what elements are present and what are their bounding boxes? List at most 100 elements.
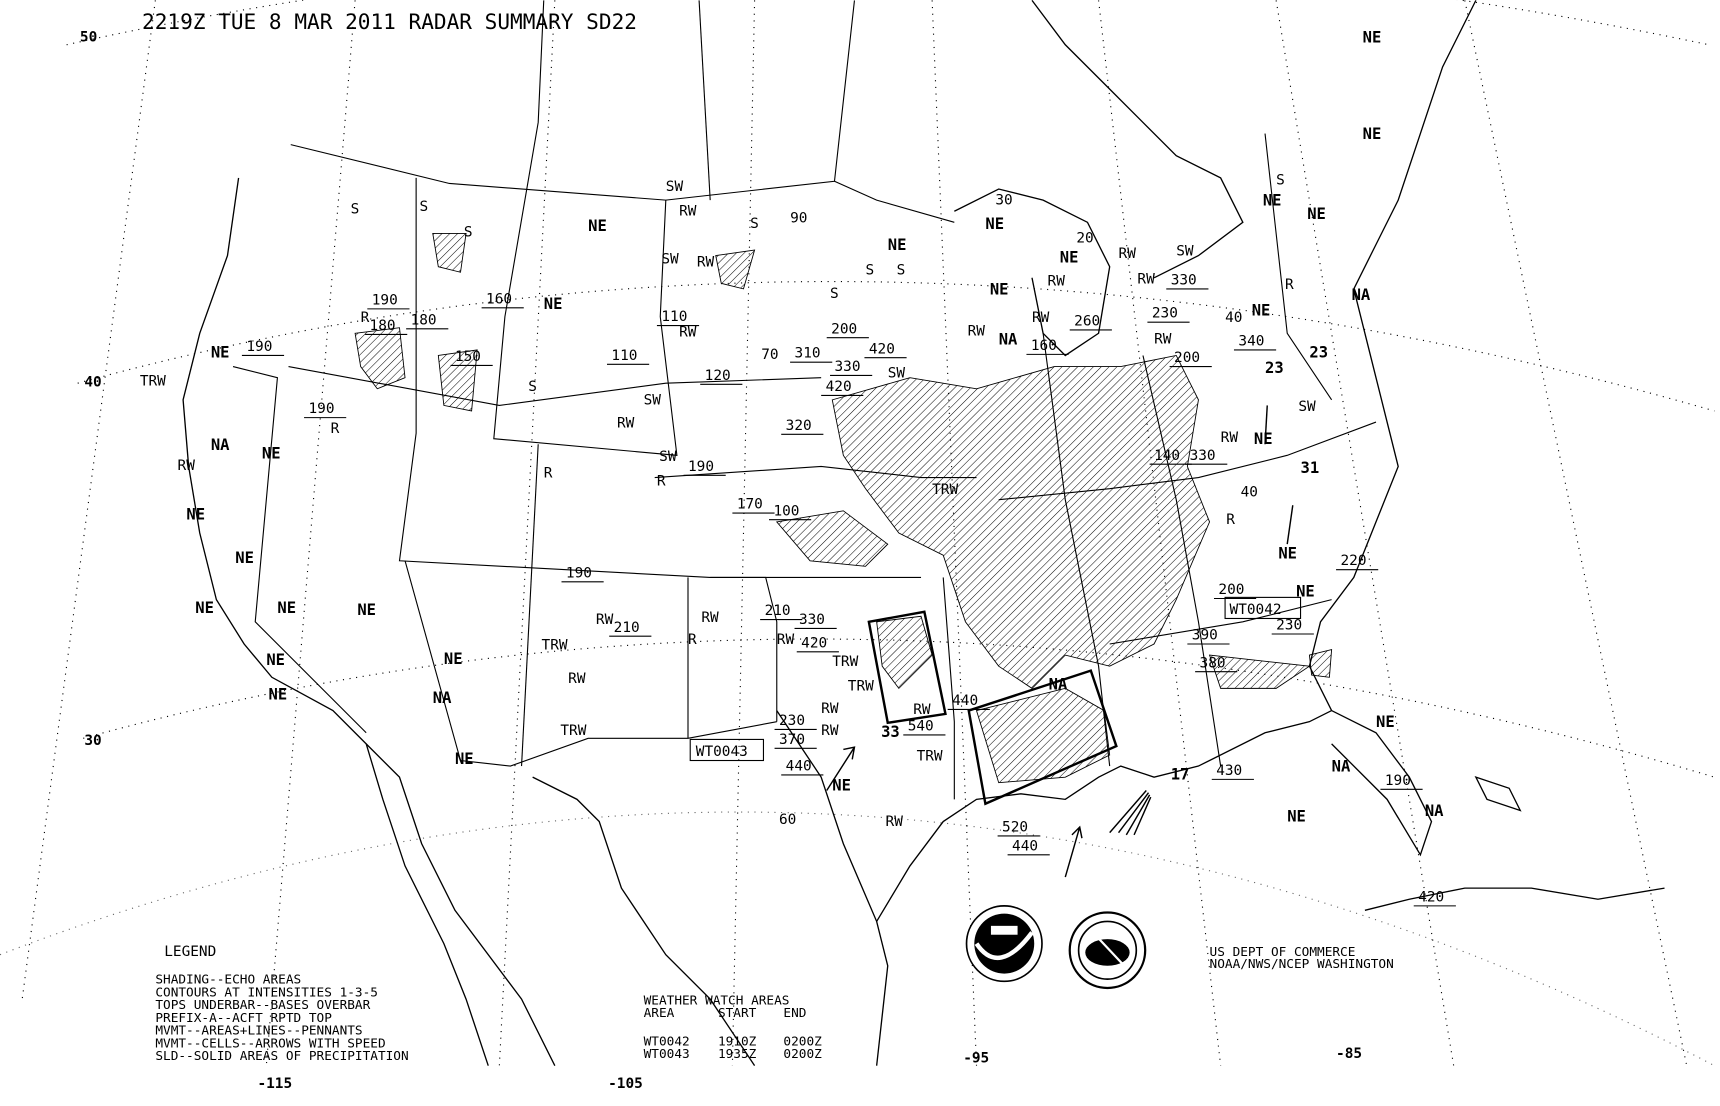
precip-label: SW (666, 179, 684, 195)
noaa-logo (965, 905, 1043, 983)
echo-top-labels: 190 180 180 190 160 150 190 110 110 70 310 120 200 42… (241, 193, 1456, 907)
echo-top-label: 260 (1074, 314, 1100, 330)
precip-label: RW (1154, 331, 1172, 347)
precip-label: NE (1296, 582, 1315, 600)
precip-label: NE (1307, 205, 1326, 223)
echo-top-label: 190 (246, 339, 272, 355)
watch-table-cell: 0200Z (783, 1035, 822, 1050)
precip-label: RW (596, 612, 614, 628)
echo-top-label: 160 (486, 291, 512, 307)
precip-label: R (361, 310, 370, 326)
echo-top-label: 220 (1340, 553, 1366, 569)
echo-top-label: 330 (1190, 448, 1216, 464)
precip-label: S (866, 262, 875, 278)
echo-top-label: 330 (799, 612, 825, 628)
echo-top-label: 340 (1238, 333, 1264, 349)
echo-top-label: 30 (995, 193, 1012, 209)
echo-top-label: 190 (372, 292, 398, 308)
watch-label-wt0042: WT0042 (1230, 602, 1282, 618)
precip-label: NE (266, 651, 285, 669)
echo-top-label: 190 (1385, 773, 1411, 789)
precip-label: NE (888, 236, 907, 254)
watch-box-wt0042 (867, 610, 947, 725)
watch-box-wt0043 (967, 669, 1118, 806)
echo-top-label: 230 (779, 713, 805, 729)
credit-line-1: US DEPT OF COMMERCE (1210, 945, 1356, 960)
longitude-label: -115 (257, 1076, 292, 1092)
precip-label: S (351, 201, 360, 217)
echo-top-label: 40 (1241, 484, 1258, 500)
latitude-label: 40 (84, 375, 101, 391)
legend-line: SHADING--ECHO AREAS (155, 973, 301, 988)
echo-areas (354, 232, 1333, 784)
echo-top-label: 420 (801, 635, 827, 651)
precip-label: S (1276, 173, 1285, 189)
echo-top-label: 90 (790, 210, 807, 226)
precip-label: SW (661, 251, 679, 267)
precip-label: NE (186, 506, 205, 524)
precip-label: NE (1287, 808, 1306, 826)
echo-top-label: 420 (826, 379, 852, 395)
precip-label: TRW (140, 373, 166, 389)
echo-top-label: 120 (705, 368, 731, 384)
precip-label: NA (1352, 286, 1371, 304)
precip-label: SW (1176, 244, 1194, 260)
legend-line: MVMT--AREAS+LINES--PENNANTS (155, 1024, 362, 1039)
watch-label-wt0043: WT0043 (696, 744, 748, 760)
precip-label: RW (777, 632, 795, 648)
precip-label: RW (697, 255, 715, 271)
echo-top-label: 33 (881, 723, 900, 741)
watch-label-box (689, 738, 765, 762)
longitude-label: -95 (963, 1050, 989, 1066)
precip-label: RW (968, 324, 986, 340)
echo-top-label: 210 (765, 603, 791, 619)
precip-label: NE (1263, 192, 1282, 210)
precip-label: TRW (542, 638, 568, 654)
watch-table-cell: WT0042 (644, 1035, 690, 1050)
echo-top-label: 60 (779, 812, 796, 828)
precip-label: S (464, 225, 473, 241)
watch-table-header-start: START (718, 1006, 757, 1021)
echo-top-label: 160 (1031, 338, 1057, 354)
precip-label: NE (357, 601, 376, 619)
echo-top-label: 370 (779, 732, 805, 748)
latitude-label: 50 (80, 29, 97, 45)
echo-top-label: 440 (1012, 838, 1038, 854)
precip-label: S (750, 216, 759, 232)
echo-top-label: 180 (370, 318, 396, 334)
legend-line: CONTOURS AT INTENSITIES 1-3-5 (155, 985, 378, 1000)
precip-label: SW (659, 449, 677, 465)
precip-label: TRW (932, 482, 958, 498)
coastlines (182, 0, 1665, 1067)
longitude-label: -85 (1336, 1046, 1362, 1062)
precip-label: S (830, 286, 839, 302)
precip-label: RW (1119, 246, 1137, 262)
precip-label: R (1226, 512, 1235, 528)
echo-top-label: 210 (614, 620, 640, 636)
precip-label: NE (1060, 248, 1079, 266)
echo-top-label: 320 (786, 418, 812, 434)
legend-line: MVMT--CELLS--ARROWS WITH SPEED (155, 1036, 385, 1051)
precip-label: NE (1363, 125, 1382, 143)
watch-table-title: WEATHER WATCH AREAS (644, 994, 790, 1009)
watch-table-cell: 1910Z (718, 1035, 757, 1050)
echo-top-label: 200 (1174, 350, 1200, 366)
precip-label: NE (1363, 29, 1382, 47)
precip-label: NE (444, 650, 463, 668)
nws-logo (1068, 911, 1147, 990)
precip-label: R (657, 473, 666, 489)
legend-title: LEGEND (164, 944, 216, 960)
precip-label: RW (701, 610, 719, 626)
echo-top-label: 17 (1171, 765, 1190, 783)
echo-top-label: 230 (1276, 618, 1302, 634)
precip-label: R (1285, 277, 1294, 293)
precip-label: NA (1049, 675, 1068, 693)
precip-label: NA (211, 436, 230, 454)
echo-top-label: 330 (1171, 272, 1197, 288)
echo-top-label: 180 (411, 312, 437, 328)
precip-label: NE (985, 215, 1004, 233)
precip-label: NE (990, 280, 1009, 298)
echo-top-label: 380 (1200, 655, 1226, 671)
echo-top-label: 40 (1225, 310, 1242, 326)
